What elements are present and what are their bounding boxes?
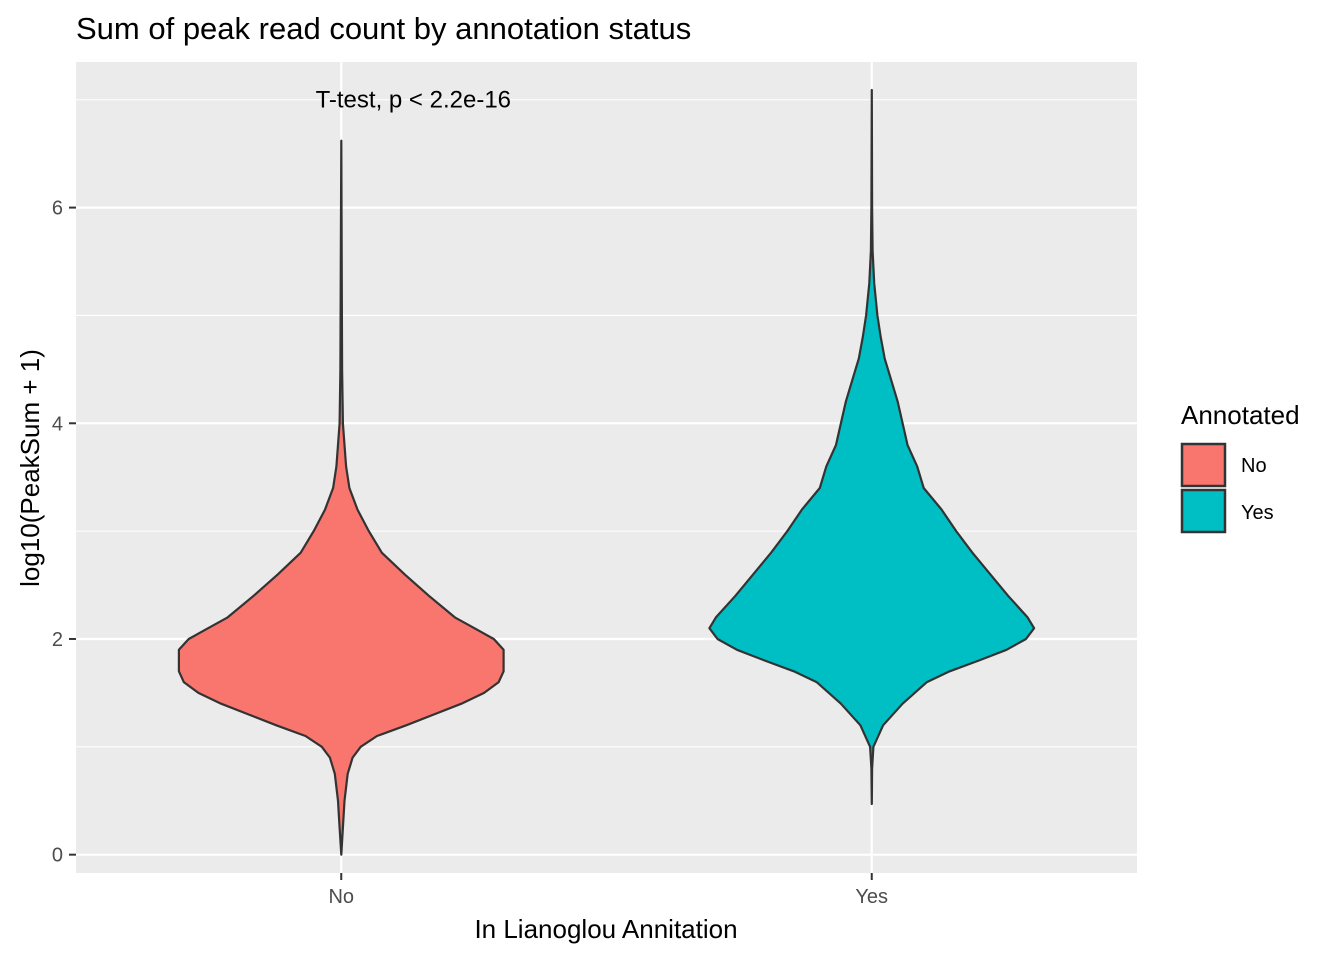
violin-no (177, 139, 505, 856)
legend-label-yes: Yes (1241, 502, 1274, 524)
y-axis-title: log10(PeakSum + 1) (15, 349, 45, 587)
panel-background (76, 62, 1137, 873)
legend-title: Annotated (1181, 400, 1300, 430)
y-tick-label: 4 (52, 413, 63, 435)
y-axis: 0 2 4 6 (52, 198, 76, 867)
legend-label-no: No (1241, 455, 1267, 477)
legend-key-yes (1180, 488, 1227, 534)
y-tick-label: 0 (52, 845, 63, 867)
x-axis-title: In Lianoglou Annitation (474, 914, 737, 944)
x-tick-label: Yes (855, 886, 888, 908)
plot-panel (76, 62, 1137, 873)
chart-title: Sum of peak read count by annotation sta… (76, 11, 691, 46)
legend-key-no (1180, 442, 1227, 488)
violin-yes (708, 88, 1036, 806)
x-tick-label: No (328, 886, 354, 908)
legend: Annotated No Yes (1180, 400, 1300, 534)
x-axis: No Yes (328, 873, 888, 908)
violin-layer (177, 88, 1036, 856)
y-tick-label: 2 (52, 629, 63, 651)
y-tick-label: 6 (52, 198, 63, 220)
t-test-annotation: T-test, p < 2.2e-16 (316, 87, 511, 114)
